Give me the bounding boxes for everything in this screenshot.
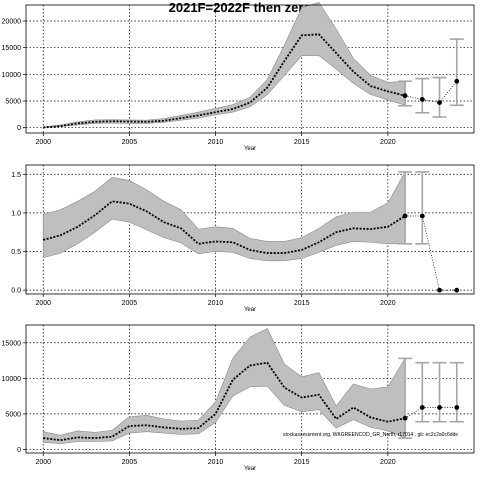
- y-tick-label: 0: [17, 125, 21, 132]
- forecast-point: [419, 405, 425, 410]
- forecast-point: [402, 213, 408, 219]
- forecast-point: [402, 415, 408, 421]
- forecast-connector: [422, 99, 440, 103]
- y-tick-label: 15000: [2, 45, 22, 52]
- x-axis-label: Year: [244, 466, 256, 472]
- y-tick-label: 20000: [2, 19, 22, 26]
- forecast-point: [454, 287, 460, 293]
- forecast-connector: [421, 215, 440, 291]
- y-tick-label: 0.0: [11, 288, 21, 295]
- x-tick-label: 2015: [294, 139, 310, 146]
- plot-frame: [25, 324, 475, 454]
- y-tick-label: 5000: [5, 99, 21, 106]
- x-tick-label: 2020: [380, 300, 396, 307]
- chart-panel-1: 2000 2005 2010 2015 2020 Year 0 5000 10000 15000 2…: [2, 1, 475, 152]
- confidence-band: [42, 1, 406, 128]
- x-tick-label: 2000: [35, 459, 51, 466]
- y-tick-label: 1.0: [11, 210, 21, 217]
- y-tick-label: 0.5: [11, 249, 21, 256]
- forecast-connector: [439, 81, 458, 103]
- x-axis-label: Year: [244, 307, 256, 313]
- confidence-band: [42, 170, 406, 262]
- figure-title: 2021F=2022F then zero: [169, 0, 312, 15]
- estimate-line: [43, 33, 406, 129]
- y-tick-label: 1.5: [11, 172, 21, 179]
- x-tick-label: 2010: [208, 300, 224, 307]
- x-tick-label: 2005: [122, 139, 138, 146]
- estimate-line: [42, 200, 406, 254]
- y-tick-label: 15000: [2, 340, 22, 347]
- forecast-point: [419, 213, 425, 219]
- plot-frame: [25, 4, 475, 134]
- x-tick-label: 2000: [35, 300, 51, 307]
- panels: 2000 2005 2010 2015 2020Year0500010000150002…: [2, 1, 475, 472]
- forecast-connector: [405, 95, 423, 100]
- forecast-point: [419, 97, 425, 102]
- x-tick-label: 2020: [380, 139, 396, 146]
- estimate-line: [43, 361, 406, 442]
- y-tick-label: 0: [17, 447, 21, 454]
- chart-panel-2: 2000 2005 2010 2015 2020 Year 0.0 0.5 1.0 1.5: [11, 164, 475, 313]
- x-tick-label: 2005: [122, 300, 138, 307]
- x-tick-label: 2005: [122, 459, 138, 466]
- y-tick-label: 10000: [2, 376, 22, 383]
- x-tick-label: 2010: [208, 459, 224, 466]
- x-tick-label: 2015: [294, 300, 310, 307]
- y-tick-label: 5000: [5, 411, 21, 418]
- x-axis-label: Year: [244, 146, 256, 152]
- forecast-connector: [404, 407, 423, 419]
- chart-panel-3: 2000 2005 2010 2015 2020 Year 0 5000 10000 15000: [2, 324, 475, 472]
- y-tick-label: 10000: [2, 72, 22, 79]
- x-tick-label: 2015: [294, 459, 310, 466]
- forecast-point: [437, 405, 442, 410]
- plot-frame: [25, 164, 475, 295]
- forecast-point: [402, 93, 408, 99]
- footnote: stockassessment.org, WKGREENCOD_GR_North…: [283, 432, 458, 438]
- forecast-point: [437, 287, 442, 293]
- forecast-point: [437, 100, 442, 105]
- confidence-band: [42, 328, 406, 445]
- x-tick-label: 2010: [208, 139, 224, 146]
- x-tick-label: 2000: [35, 139, 51, 146]
- x-tick-label: 2020: [380, 459, 396, 466]
- forecast-point: [454, 78, 460, 84]
- forecast-point: [454, 405, 460, 410]
